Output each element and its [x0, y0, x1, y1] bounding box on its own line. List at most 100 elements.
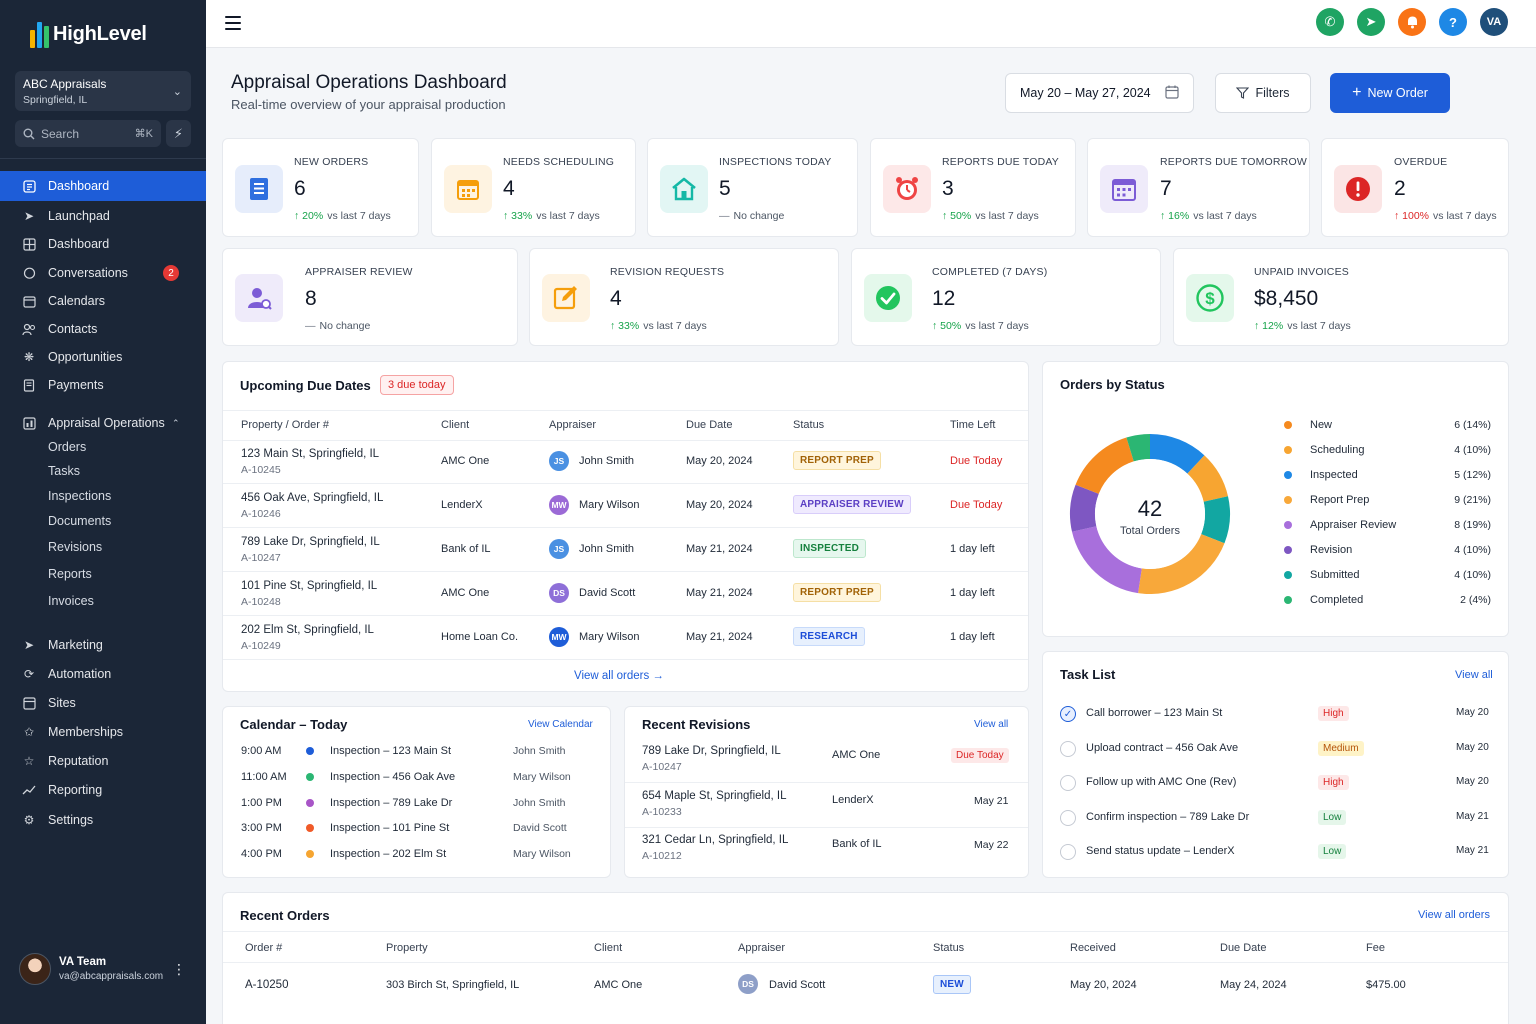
sidebar-subitem-documents[interactable]: Documents — [48, 514, 112, 528]
sidebar-item-contacts[interactable]: Contacts — [0, 314, 206, 344]
opportunities-icon: ❋ — [23, 350, 35, 364]
sidebar-item-dashboard-2[interactable]: Dashboard — [0, 229, 206, 259]
task-checkbox[interactable] — [1060, 809, 1076, 826]
kpi-delta-note: vs last 7 days — [1433, 210, 1497, 222]
notifications-button[interactable] — [1398, 8, 1426, 36]
view-all-revisions-link[interactable]: View all — [974, 719, 1009, 730]
account-name: ABC Appraisals — [23, 77, 107, 91]
bell-icon — [1407, 16, 1417, 29]
property-address[interactable]: 789 Lake Dr, Springfield, IL — [241, 536, 380, 548]
kpi-card-appraiser-review[interactable]: APPRAISER REVIEW 8 — No change — [222, 248, 518, 346]
donut-slice-scheduling[interactable] — [1187, 455, 1228, 502]
column-header: Property / Order # — [241, 419, 330, 431]
filters-label: Filters — [1255, 86, 1290, 100]
sidebar-item-dashboard[interactable]: Dashboard — [0, 171, 206, 201]
donut-slice-appraiser-review[interactable] — [1072, 526, 1142, 594]
kpi-card-completed-7-days[interactable]: COMPLETED (7 DAYS) 12 ↑ 50% vs last 7 days — [851, 248, 1161, 346]
kpi-card-needs-scheduling[interactable]: NEEDS SCHEDULING 4 ↑ 33% vs last 7 days — [431, 138, 636, 237]
sidebar-item-launchpad[interactable]: ➤ Launchpad — [0, 201, 206, 231]
sidebar-subitem-tasks[interactable]: Tasks — [48, 464, 80, 478]
event-title[interactable]: Inspection – 101 Pine St — [330, 822, 450, 835]
event-title[interactable]: Inspection – 202 Elm St — [330, 848, 447, 861]
sidebar-item-marketing[interactable]: ➤ Marketing — [0, 630, 206, 660]
sidebar-subitem-inspections[interactable]: Inspections — [48, 489, 112, 503]
filters-button[interactable]: Filters — [1215, 73, 1311, 113]
sidebar-item-conversations[interactable]: Conversations 2 — [0, 258, 206, 288]
kpi-card-reports-due-today[interactable]: REPORTS DUE TODAY 3 ↑ 50% vs last 7 days — [870, 138, 1076, 237]
revision-property[interactable]: 321 Cedar Ln, Springfield, IL — [642, 834, 789, 846]
task-label[interactable]: Call borrower – 123 Main St — [1086, 707, 1223, 719]
page-title: Appraisal Operations Dashboard — [231, 72, 507, 93]
user-profile[interactable]: VA Team va@abcappraisals.com — [19, 953, 163, 985]
donut-slice-revision[interactable] — [1070, 484, 1099, 532]
account-switcher[interactable]: ABC Appraisals Springfield, IL ⌄ — [15, 71, 191, 111]
sidebar-item-appraisal-operations[interactable]: Appraisal Operations ⌃ — [0, 408, 206, 438]
sidebar-subitem-reports[interactable]: Reports — [48, 567, 92, 581]
quick-actions-button[interactable]: ⚡ — [166, 120, 191, 147]
row-divider — [223, 527, 1028, 528]
task-label[interactable]: Upload contract – 456 Oak Ave — [1086, 741, 1239, 754]
donut-slice-completed[interactable] — [1126, 434, 1150, 462]
sidebar-item-memberships[interactable]: ✩ Memberships — [0, 717, 206, 747]
help-button[interactable]: ? — [1439, 8, 1467, 36]
sidebar-subitem-revisions[interactable]: Revisions — [48, 540, 103, 554]
brand-logo[interactable]: HighLevel — [30, 20, 147, 48]
kpi-card-inspections-today[interactable]: INSPECTIONS TODAY 5 — No change — [647, 138, 858, 237]
announcements-button[interactable]: ➤ — [1357, 8, 1385, 36]
event-color-dot — [306, 798, 314, 807]
kpi-card-revision-requests[interactable]: REVISION REQUESTS 4 ↑ 33% vs last 7 days — [529, 248, 839, 346]
view-calendar-link[interactable]: View Calendar — [528, 719, 593, 730]
sidebar-item-calendars[interactable]: Calendars — [0, 286, 206, 316]
sidebar-item-reporting[interactable]: Reporting — [0, 775, 206, 805]
property-address[interactable]: 456 Oak Ave, Springfield, IL — [241, 492, 384, 504]
task-checkbox[interactable] — [1060, 740, 1076, 757]
task-label[interactable]: Follow up with AMC One (Rev) — [1086, 776, 1237, 788]
event-title[interactable]: Inspection – 123 Main St — [330, 745, 452, 757]
kpi-card-overdue[interactable]: OVERDUE 2 ↑ 100% vs last 7 days — [1321, 138, 1509, 237]
task-label[interactable]: Send status update – LenderX — [1086, 845, 1235, 857]
sidebar-item-payments[interactable]: Payments — [0, 370, 206, 400]
view-all-tasks-link[interactable]: View all — [1455, 669, 1493, 681]
sidebar-subitem-invoices[interactable]: Invoices — [48, 594, 94, 608]
phone-button[interactable]: ✆ — [1316, 8, 1344, 36]
sidebar-item-automation[interactable]: ⟳ Automation — [0, 659, 206, 689]
revision-property[interactable]: 789 Lake Dr, Springfield, IL — [642, 745, 781, 757]
sidebar-item-reputation[interactable]: ☆ Reputation — [0, 746, 206, 776]
more-vertical-icon[interactable]: ⋮ — [172, 961, 186, 977]
search-input[interactable]: Search ⌘K — [15, 120, 161, 147]
sidebar-item-settings[interactable]: ⚙ Settings — [0, 805, 206, 835]
donut-slice-report-prep[interactable] — [1138, 534, 1225, 594]
view-all-orders-link[interactable]: View all orders → — [574, 670, 664, 682]
sidebar-item-sites[interactable]: Sites — [0, 688, 206, 718]
task-checkbox[interactable] — [1060, 844, 1076, 860]
bolt-icon: ⚡ — [173, 125, 184, 141]
divider — [223, 962, 1508, 963]
task-checkbox[interactable] — [1060, 775, 1076, 791]
revision-property[interactable]: 654 Maple St, Springfield, IL — [642, 789, 787, 802]
donut-slice-submitted[interactable] — [1201, 496, 1230, 544]
sidebar-item-opportunities[interactable]: ❋ Opportunities — [0, 342, 206, 372]
sidebar-subitem-orders[interactable]: Orders — [48, 440, 87, 454]
avatar: JS — [549, 539, 569, 559]
event-title[interactable]: Inspection – 789 Lake Dr — [330, 796, 453, 809]
task-label[interactable]: Confirm inspection – 789 Lake Dr — [1086, 810, 1250, 823]
property-address[interactable]: 202 Elm St, Springfield, IL — [241, 624, 374, 636]
order-number[interactable]: A-10250 — [245, 979, 289, 991]
date-range-picker[interactable]: May 20 – May 27, 2024 — [1005, 73, 1194, 113]
order-fee: $475.00 — [1366, 979, 1406, 991]
menu-icon[interactable] — [225, 16, 241, 34]
donut-slice-new[interactable] — [1075, 437, 1134, 494]
chevron-up-icon[interactable]: ⌃ — [172, 417, 180, 428]
property-address[interactable]: 123 Main St, Springfield, IL — [241, 448, 380, 460]
new-order-button[interactable]: + New Order — [1330, 73, 1450, 113]
view-all-orders-link[interactable]: View all orders — [1418, 909, 1490, 921]
kpi-card-reports-due-tomorrow[interactable]: REPORTS DUE TOMORROW 7 ↑ 16% vs last 7 days — [1087, 138, 1310, 237]
donut-slice-inspected[interactable] — [1150, 434, 1205, 474]
event-title[interactable]: Inspection – 456 Oak Ave — [330, 770, 456, 783]
task-checkbox[interactable]: ✓ — [1060, 706, 1076, 722]
kpi-card-new-orders[interactable]: NEW ORDERS 6 ↑ 20% vs last 7 days — [222, 138, 419, 237]
user-avatar-button[interactable]: VA — [1480, 8, 1508, 36]
kpi-card-unpaid-invoices[interactable]: $ UNPAID INVOICES $8,450 ↑ 12% vs last 7 day… — [1173, 248, 1509, 346]
time-left: Due Today — [950, 499, 1003, 511]
property-address[interactable]: 101 Pine St, Springfield, IL — [241, 580, 378, 592]
